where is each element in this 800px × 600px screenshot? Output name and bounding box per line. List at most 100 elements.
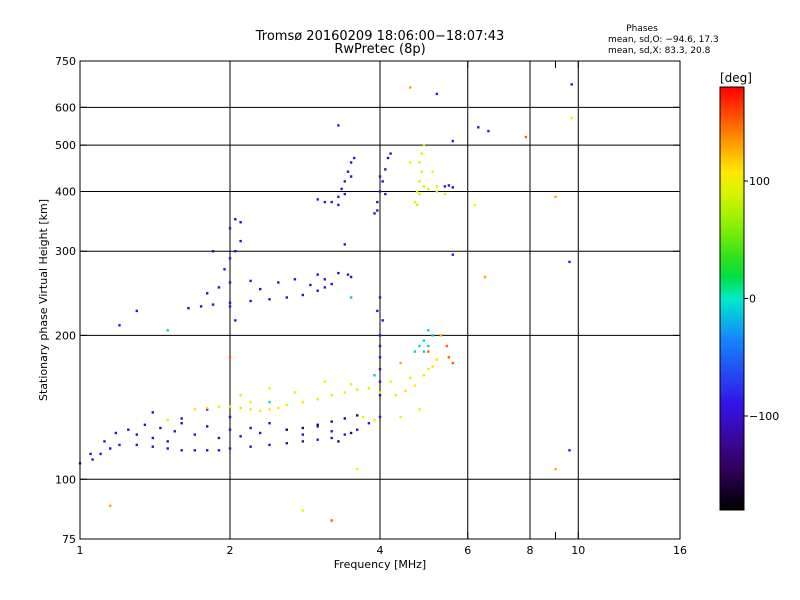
data-point [376,200,379,204]
x-tick-label: 16 [673,544,687,557]
data-point [420,152,423,155]
data-point [151,411,154,414]
data-point [340,187,343,191]
data-point [143,423,147,426]
data-point [367,422,371,425]
data-point [435,92,438,96]
data-point [259,409,262,413]
data-point [268,443,271,447]
data-point [431,334,434,337]
data-point [361,415,365,419]
data-point [135,309,138,313]
data-point [323,286,326,289]
data-point [151,436,154,440]
data-point [109,447,112,450]
data-point [211,303,215,306]
data-point [349,175,353,178]
data-point [151,445,154,448]
data-point [316,198,319,201]
data-point [378,393,382,397]
data-point [249,279,252,283]
data-point [228,428,232,431]
data-point [378,190,382,193]
data-point [323,200,326,204]
data-point [568,260,571,264]
data-point [343,192,346,196]
data-point [376,309,379,313]
y-tick-label: 750 [55,55,76,68]
data-point [349,431,353,435]
data-point [427,187,430,191]
data-point [89,452,92,456]
data-point [180,422,183,425]
data-point [301,293,304,297]
data-point [330,393,333,397]
data-point [285,403,288,407]
data-point [418,161,421,164]
data-point [109,504,112,507]
data-point [337,195,340,198]
data-point [91,458,94,461]
data-point [554,195,557,198]
data-point [418,192,421,196]
data-point [285,442,288,445]
data-point [206,449,209,452]
data-point [193,408,196,411]
data-point [422,339,426,342]
x-tick-label: 10 [571,544,585,557]
data-point [349,296,353,299]
stats-heading: Phases [626,24,658,34]
data-point [418,408,421,411]
data-point [330,282,333,286]
data-point [443,185,447,188]
data-point [259,287,262,291]
data-point [427,344,430,348]
data-point [211,250,215,253]
data-point [217,449,221,452]
data-point [435,185,438,188]
data-point [447,356,451,359]
data-point [228,281,232,284]
data-point [316,289,319,292]
data-point [228,227,232,230]
data-point [418,344,421,348]
data-point [118,324,121,327]
data-point [337,124,340,127]
data-point [373,418,376,422]
data-point [330,430,333,433]
data-point [223,268,226,271]
data-point [418,180,421,183]
data-point [228,356,232,359]
data-point [378,415,382,419]
data-point [249,408,252,411]
data-point [343,417,346,420]
data-point [427,329,430,332]
data-point [439,334,443,337]
colorbar-tick-label: −100 [749,410,779,423]
data-point [343,180,346,183]
stats-x-line: mean, sd,X: 83.3, 20.8 [608,46,711,56]
axes: 1 2 4 6 8 10 16 75 100 200 300 400 500 600 750 [55,55,687,557]
data-point [323,278,326,281]
data-point [384,168,387,171]
data-point [445,344,449,348]
y-tick-label: 200 [55,329,76,342]
data-point [268,422,271,425]
x-axis-label: Frequency [MHz] [334,558,426,571]
data-point [483,275,487,279]
colorbar-label: [deg] [720,71,752,85]
y-tick-label: 500 [55,139,76,152]
data-point [330,519,333,522]
y-tick-label: 300 [55,245,76,258]
x-tick-label: 8 [527,544,534,557]
data-point [323,380,326,383]
data-point [268,408,271,411]
data-point [451,253,454,256]
data-point [114,431,117,435]
data-point [356,428,359,431]
data-point [173,430,176,433]
data-point [206,425,209,428]
data-point [477,126,480,129]
data-point [166,329,169,332]
